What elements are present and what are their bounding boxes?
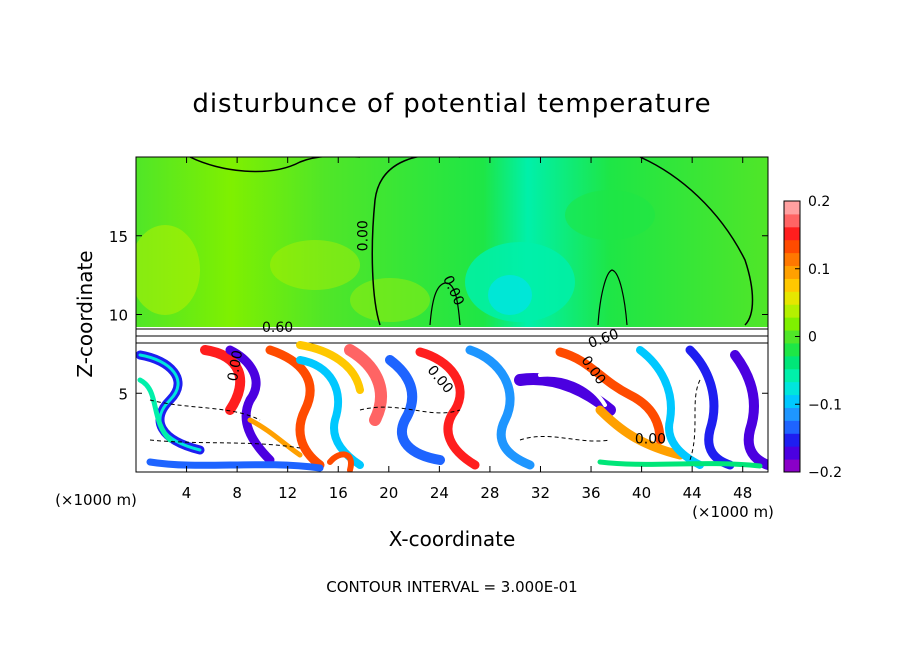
chart-title: disturbunce of potential temperature xyxy=(192,89,711,119)
y-tick-label: 10 xyxy=(109,307,128,325)
turbulence-band xyxy=(553,419,593,467)
contour-zero-plume xyxy=(371,157,754,326)
colorbar-swatch xyxy=(784,304,800,318)
colorbar-tick-label: −0.1 xyxy=(808,397,842,413)
contour-line-dashed xyxy=(519,436,611,442)
contour-line-dashed xyxy=(149,399,261,421)
contour-zero-bump-1 xyxy=(429,282,461,326)
x-tick-label: 48 xyxy=(733,484,752,502)
lower-field xyxy=(136,341,768,472)
colorbar-swatch xyxy=(784,278,800,292)
upper-field xyxy=(136,157,768,332)
colorbar-swatch xyxy=(784,394,800,408)
x-unit-right: (×1000 m) xyxy=(692,503,774,521)
contour-label: 0.60 xyxy=(262,320,293,336)
x-tick-label: 12 xyxy=(278,484,297,502)
turbulence-band xyxy=(465,345,535,470)
colorbar: 0.2 0.1 0 −0.1 −0.2 xyxy=(783,194,842,481)
turbulence-band xyxy=(685,345,735,470)
yellowgreen-patch-mid xyxy=(270,240,360,290)
colorbar-swatch xyxy=(784,317,800,331)
cyan-core xyxy=(488,275,532,315)
colorbar-swatch xyxy=(784,213,800,228)
x-axis-ticks: 4 8 12 16 20 24 28 32 36 40 44 48 xyxy=(182,157,752,502)
colorbar-swatch xyxy=(784,342,800,357)
colorbar-tick-label: 0 xyxy=(808,330,817,346)
green-patch-right xyxy=(565,190,655,240)
x-tick-label: 36 xyxy=(581,484,600,502)
x-tick-label: 44 xyxy=(683,484,702,502)
turbulence-band xyxy=(137,377,173,443)
colorbar-swatch xyxy=(784,226,800,241)
contour-line-dashed xyxy=(359,406,461,414)
turbulence-band xyxy=(200,345,246,415)
y-tick-label: 15 xyxy=(109,228,128,246)
turbulence-band xyxy=(138,353,202,452)
turbulence-band xyxy=(555,347,665,445)
x-tick-label: 24 xyxy=(430,484,449,502)
colorbar-tick-label: 0.2 xyxy=(808,194,830,210)
y-axis-label: Z-coordinate xyxy=(73,250,97,377)
colorbar-tick-label: 0.1 xyxy=(808,262,830,278)
colorbar-swatch xyxy=(784,459,800,473)
turbulence-band xyxy=(597,459,763,469)
white-band xyxy=(136,327,768,347)
x-tick-label: 4 xyxy=(182,484,192,502)
turbulence-band xyxy=(538,372,607,407)
colorbar-swatch xyxy=(784,252,800,267)
x-tick-label: 32 xyxy=(531,484,550,502)
turbulence-band xyxy=(344,344,387,426)
colorbar-swatch xyxy=(784,355,800,370)
turbulence-band xyxy=(514,373,616,416)
turbulence-band xyxy=(146,458,324,472)
contour-label: 0.00 xyxy=(225,349,246,382)
contour-line-dashed xyxy=(149,439,301,449)
x-tick-label: 8 xyxy=(232,484,242,502)
x-tick-label: 20 xyxy=(379,484,398,502)
colorbar-swatch xyxy=(784,446,800,460)
x-axis-label: X-coordinate xyxy=(389,527,516,551)
y-tick-label: 5 xyxy=(118,385,128,403)
turbulence-band xyxy=(636,346,704,469)
plot-field xyxy=(136,157,768,472)
contour-zero-top xyxy=(189,157,360,173)
colorbar-swatch xyxy=(784,265,800,279)
x-tick-label: 40 xyxy=(632,484,651,502)
colorbar-swatch xyxy=(784,239,800,254)
colorbar-swatch xyxy=(784,407,800,421)
colorbar-swatch xyxy=(784,420,800,434)
colorbar-swatch xyxy=(784,368,800,383)
turbulence-band xyxy=(327,451,354,472)
turbulence-band xyxy=(247,417,303,458)
turbulence-band xyxy=(225,345,275,465)
yellowgreen-patch-left xyxy=(136,225,200,315)
x-tick-label: 16 xyxy=(329,484,348,502)
turbulence-band xyxy=(265,345,325,470)
contour-line-dashed xyxy=(689,379,701,461)
contour-label: 0.00 xyxy=(355,220,371,251)
colorbar-swatch xyxy=(784,433,800,447)
x-tick-label: 28 xyxy=(480,484,499,502)
turbulence-band xyxy=(296,341,364,394)
colorbar-swatch xyxy=(784,330,800,344)
colorbar-swatch xyxy=(784,381,800,396)
y-axis-ticks: 5 10 15 xyxy=(109,228,768,403)
yellowgreen-patch-center xyxy=(350,278,430,322)
contour-interval-footer: CONTOUR INTERVAL = 3.000E-01 xyxy=(326,578,577,596)
colorbar-swatch xyxy=(784,291,800,305)
x-unit-left: (×1000 m) xyxy=(55,491,137,509)
turbulence-band xyxy=(385,355,445,465)
turbulence-band xyxy=(415,347,480,470)
colorbar-swatch xyxy=(784,201,800,215)
contour-label: 0.00 xyxy=(635,432,666,448)
contour-zero-bump-2 xyxy=(597,269,628,326)
colorbar-tick-label: −0.2 xyxy=(808,465,842,481)
turbulence-band xyxy=(595,405,685,460)
turbulence-band xyxy=(730,350,768,470)
